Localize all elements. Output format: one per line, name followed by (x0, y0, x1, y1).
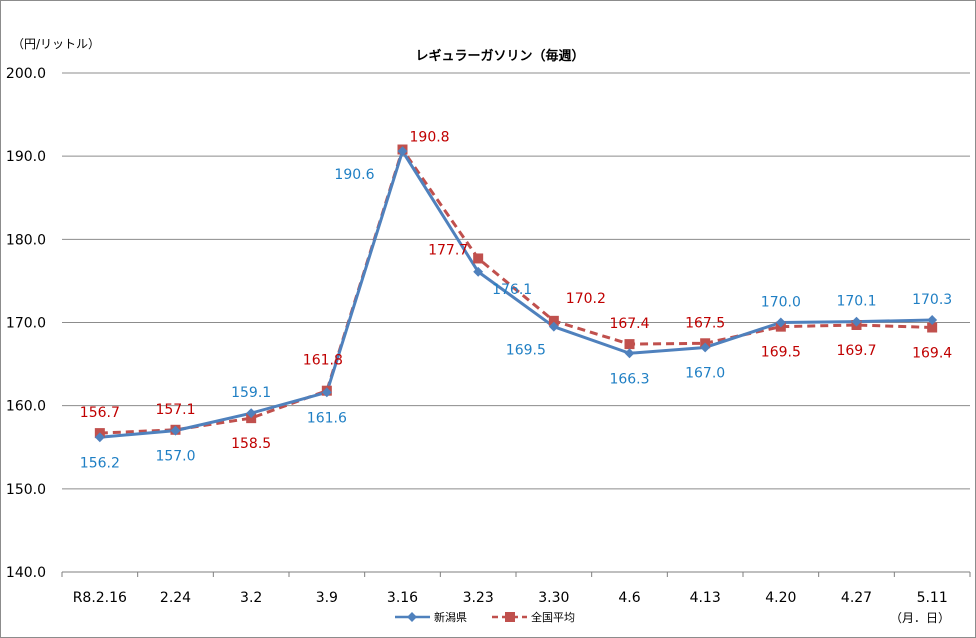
data-label-niigata: 159.1 (231, 385, 271, 401)
x-tick-label: 4.27 (841, 590, 872, 606)
axes: 140.0 150.0 160.0 170.0 180.0 190.0 200.0 R8.2.… (6, 66, 971, 606)
x-tick-label: 3.9 (316, 590, 338, 606)
data-label-national: 158.5 (231, 436, 271, 452)
marker-niigata (775, 317, 786, 328)
data-label-niigata: 190.6 (334, 167, 374, 183)
x-tick-label: 3.2 (240, 590, 262, 606)
legend-label-national: 全国平均 (531, 610, 575, 624)
y-tick-label: 170.0 (6, 316, 46, 332)
marker-niigata (624, 348, 635, 359)
marker-national (624, 339, 635, 350)
legend-marker-national (505, 612, 515, 622)
x-tick-label: 4.20 (765, 590, 796, 606)
marker-national (927, 322, 938, 333)
y-tick-label: 160.0 (6, 399, 46, 415)
marker-niigata (700, 342, 711, 353)
x-axis-unit-label: （月．日） (890, 611, 950, 625)
data-label-niigata: 170.1 (836, 294, 876, 310)
legend-label-niigata: 新潟県 (434, 610, 467, 624)
x-tick-label: 2.24 (160, 590, 191, 606)
marker-niigata (548, 321, 559, 332)
data-label-national: 170.2 (566, 291, 606, 307)
data-label-niigata: 170.0 (761, 295, 801, 311)
y-tick-label: 140.0 (6, 565, 46, 581)
data-label-national: 167.5 (685, 315, 725, 331)
x-tick-label: 4.13 (690, 590, 721, 606)
marker-niigata (246, 408, 257, 419)
data-label-national: 177.7 (428, 242, 468, 258)
data-label-niigata: 176.1 (492, 282, 532, 298)
x-tick-label: 3.30 (538, 590, 569, 606)
x-tick-label: 3.16 (387, 590, 418, 606)
data-label-niigata: 167.0 (685, 365, 725, 381)
x-tick-label: R8.2.16 (73, 590, 127, 606)
legend-marker-niigata (407, 612, 417, 622)
marker-niigata (851, 316, 862, 327)
data-label-national: 156.7 (80, 405, 120, 421)
y-tick-label: 180.0 (6, 232, 46, 248)
data-label-national: 167.4 (609, 316, 649, 332)
y-tick-label: 150.0 (6, 482, 46, 498)
data-label-national: 169.4 (912, 345, 952, 361)
marker-national (246, 413, 257, 424)
data-label-national: 169.5 (761, 345, 801, 361)
data-label-national: 161.8 (303, 353, 343, 369)
marker-niigata (170, 425, 181, 436)
data-label-niigata: 169.5 (506, 343, 546, 359)
series-line-niigata (99, 149, 933, 439)
legend: 新潟県 全国平均 (395, 610, 575, 624)
y-axis-unit-label: （円/リットル） (12, 37, 100, 51)
x-tick-label: 4.6 (618, 590, 640, 606)
data-labels: 156.2 156.7 157.0 157.1 159.1 158.5 161.6 161.8… (80, 130, 953, 472)
data-label-national: 190.8 (410, 130, 450, 146)
data-label-niigata: 166.3 (609, 371, 649, 387)
marker-niigata (473, 266, 484, 277)
data-label-niigata: 157.0 (155, 449, 195, 465)
y-tick-label: 190.0 (6, 149, 46, 165)
marker-national (473, 253, 484, 264)
x-tick-label: 5.11 (917, 590, 948, 606)
data-label-niigata: 161.6 (307, 410, 347, 426)
series-line-national (99, 148, 933, 435)
x-tick-label: 3.23 (463, 590, 494, 606)
marker-niigata (397, 146, 408, 157)
data-label-national: 169.7 (836, 343, 876, 359)
marker-niigata (927, 315, 938, 325)
marker-national (548, 315, 559, 326)
data-label-niigata: 170.3 (912, 292, 952, 308)
marker-niigata (321, 387, 332, 398)
data-label-niigata: 156.2 (80, 455, 120, 471)
chart-title: レギュラーガソリン（毎週） (415, 48, 584, 64)
data-label-national: 157.1 (155, 402, 195, 418)
series-layer (94, 144, 938, 443)
y-tick-label: 200.0 (6, 66, 46, 82)
